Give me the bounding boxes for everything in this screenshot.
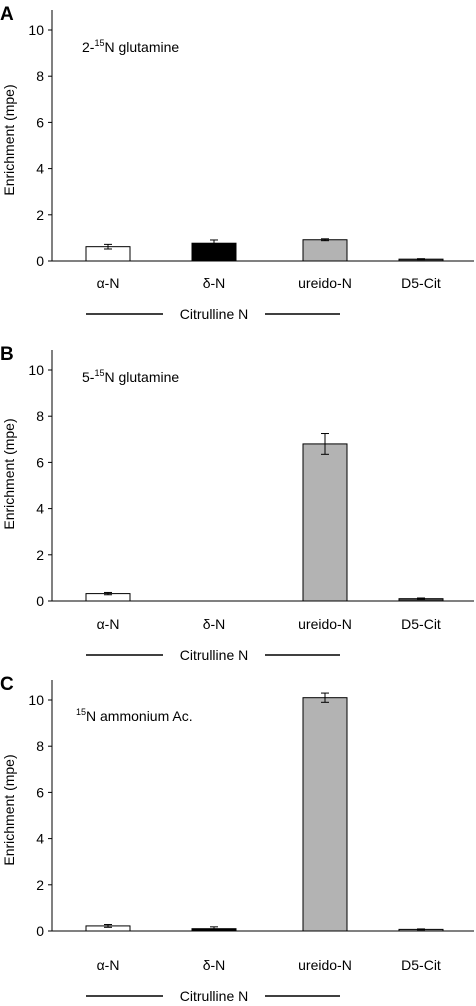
y-axis-label: Enrichment (mpe) [1,84,17,195]
error-bar [417,258,425,261]
y-tick-label: 2 [36,877,44,893]
error-bar [417,597,425,600]
bar-ureido-N [302,239,348,262]
x-tick-label: δ-N [203,957,226,973]
y-ticks: 0 2 4 6 8 10 [28,362,52,609]
error-bar [104,243,112,250]
panel-label: A [0,4,14,25]
y-tick-label: 8 [36,68,44,84]
x-tick-label: α-N [97,957,120,973]
y-tick-label: 2 [36,207,44,223]
y-tick-label: 6 [36,114,44,130]
bar-ureido-N [302,443,348,602]
y-tick-label: 0 [36,923,44,939]
panel-label: B [0,344,14,365]
y-tick-label: 4 [36,501,44,517]
x-tick-label: α-N [97,275,120,291]
x-tick-label: D5-Cit [401,275,441,291]
error-bar [104,924,112,928]
annotation: 5-15N glutamine [82,368,179,385]
group-label: Citrulline N [180,647,248,663]
group-label: Citrulline N [180,988,248,1004]
y-tick-label: 4 [36,831,44,847]
error-bar [321,433,329,455]
panel-a: A 2-15N glutamine Enrichment (mpe) 0 2 4 6 8… [0,4,474,322]
y-tick-label: 8 [36,738,44,754]
error-bar [104,591,112,596]
x-tick-label: D5-Cit [401,957,441,973]
x-tick-labels: α-N δ-N ureido-N D5-Cit [97,275,441,291]
x-tick-label: α-N [97,616,120,632]
x-tick-label: ureido-N [298,616,352,632]
annotation: 15N ammonium Ac. [76,707,193,724]
panel-c: C 15N ammonium Ac. Enrichment (mpe) 0 2 4 6… [0,674,474,1004]
y-tick-label: 2 [36,547,44,563]
y-tick-label: 8 [36,408,44,424]
y-tick-label: 10 [28,362,44,378]
x-tick-label: ureido-N [298,275,352,291]
bars [85,238,444,262]
x-tick-label: δ-N [203,616,226,632]
y-tick-label: 6 [36,454,44,470]
x-tick-label: δ-N [203,275,226,291]
panel-b: B 5-15N glutamine Enrichment (mpe) 0 2 4 6 8… [0,344,474,663]
y-tick-label: 4 [36,161,44,177]
y-tick-label: 10 [28,692,44,708]
y-ticks: 0 2 4 6 8 10 [28,22,52,269]
bars [85,433,444,602]
group-label: Citrulline N [180,306,248,322]
x-tick-labels: α-N δ-N ureido-N D5-Cit [97,616,441,632]
x-tick-labels: α-N δ-N ureido-N D5-Cit [97,957,441,973]
error-bar [321,692,329,703]
error-bar [321,238,329,242]
y-tick-label: 6 [36,784,44,800]
y-axis-label: Enrichment (mpe) [1,754,17,865]
y-tick-label: 0 [36,593,44,609]
error-bar [210,926,218,932]
y-ticks: 0 2 4 6 8 10 [28,692,52,939]
panel-label: C [0,674,14,695]
y-tick-label: 10 [28,22,44,38]
annotation: 2-15N glutamine [82,38,179,55]
x-tick-label: D5-Cit [401,616,441,632]
bar-ureido-N [302,697,348,932]
y-axis-label: Enrichment (mpe) [1,418,17,529]
error-bar [417,928,425,931]
bars [85,692,444,932]
error-bar [210,239,218,247]
y-tick-label: 0 [36,253,44,269]
x-tick-label: ureido-N [298,957,352,973]
